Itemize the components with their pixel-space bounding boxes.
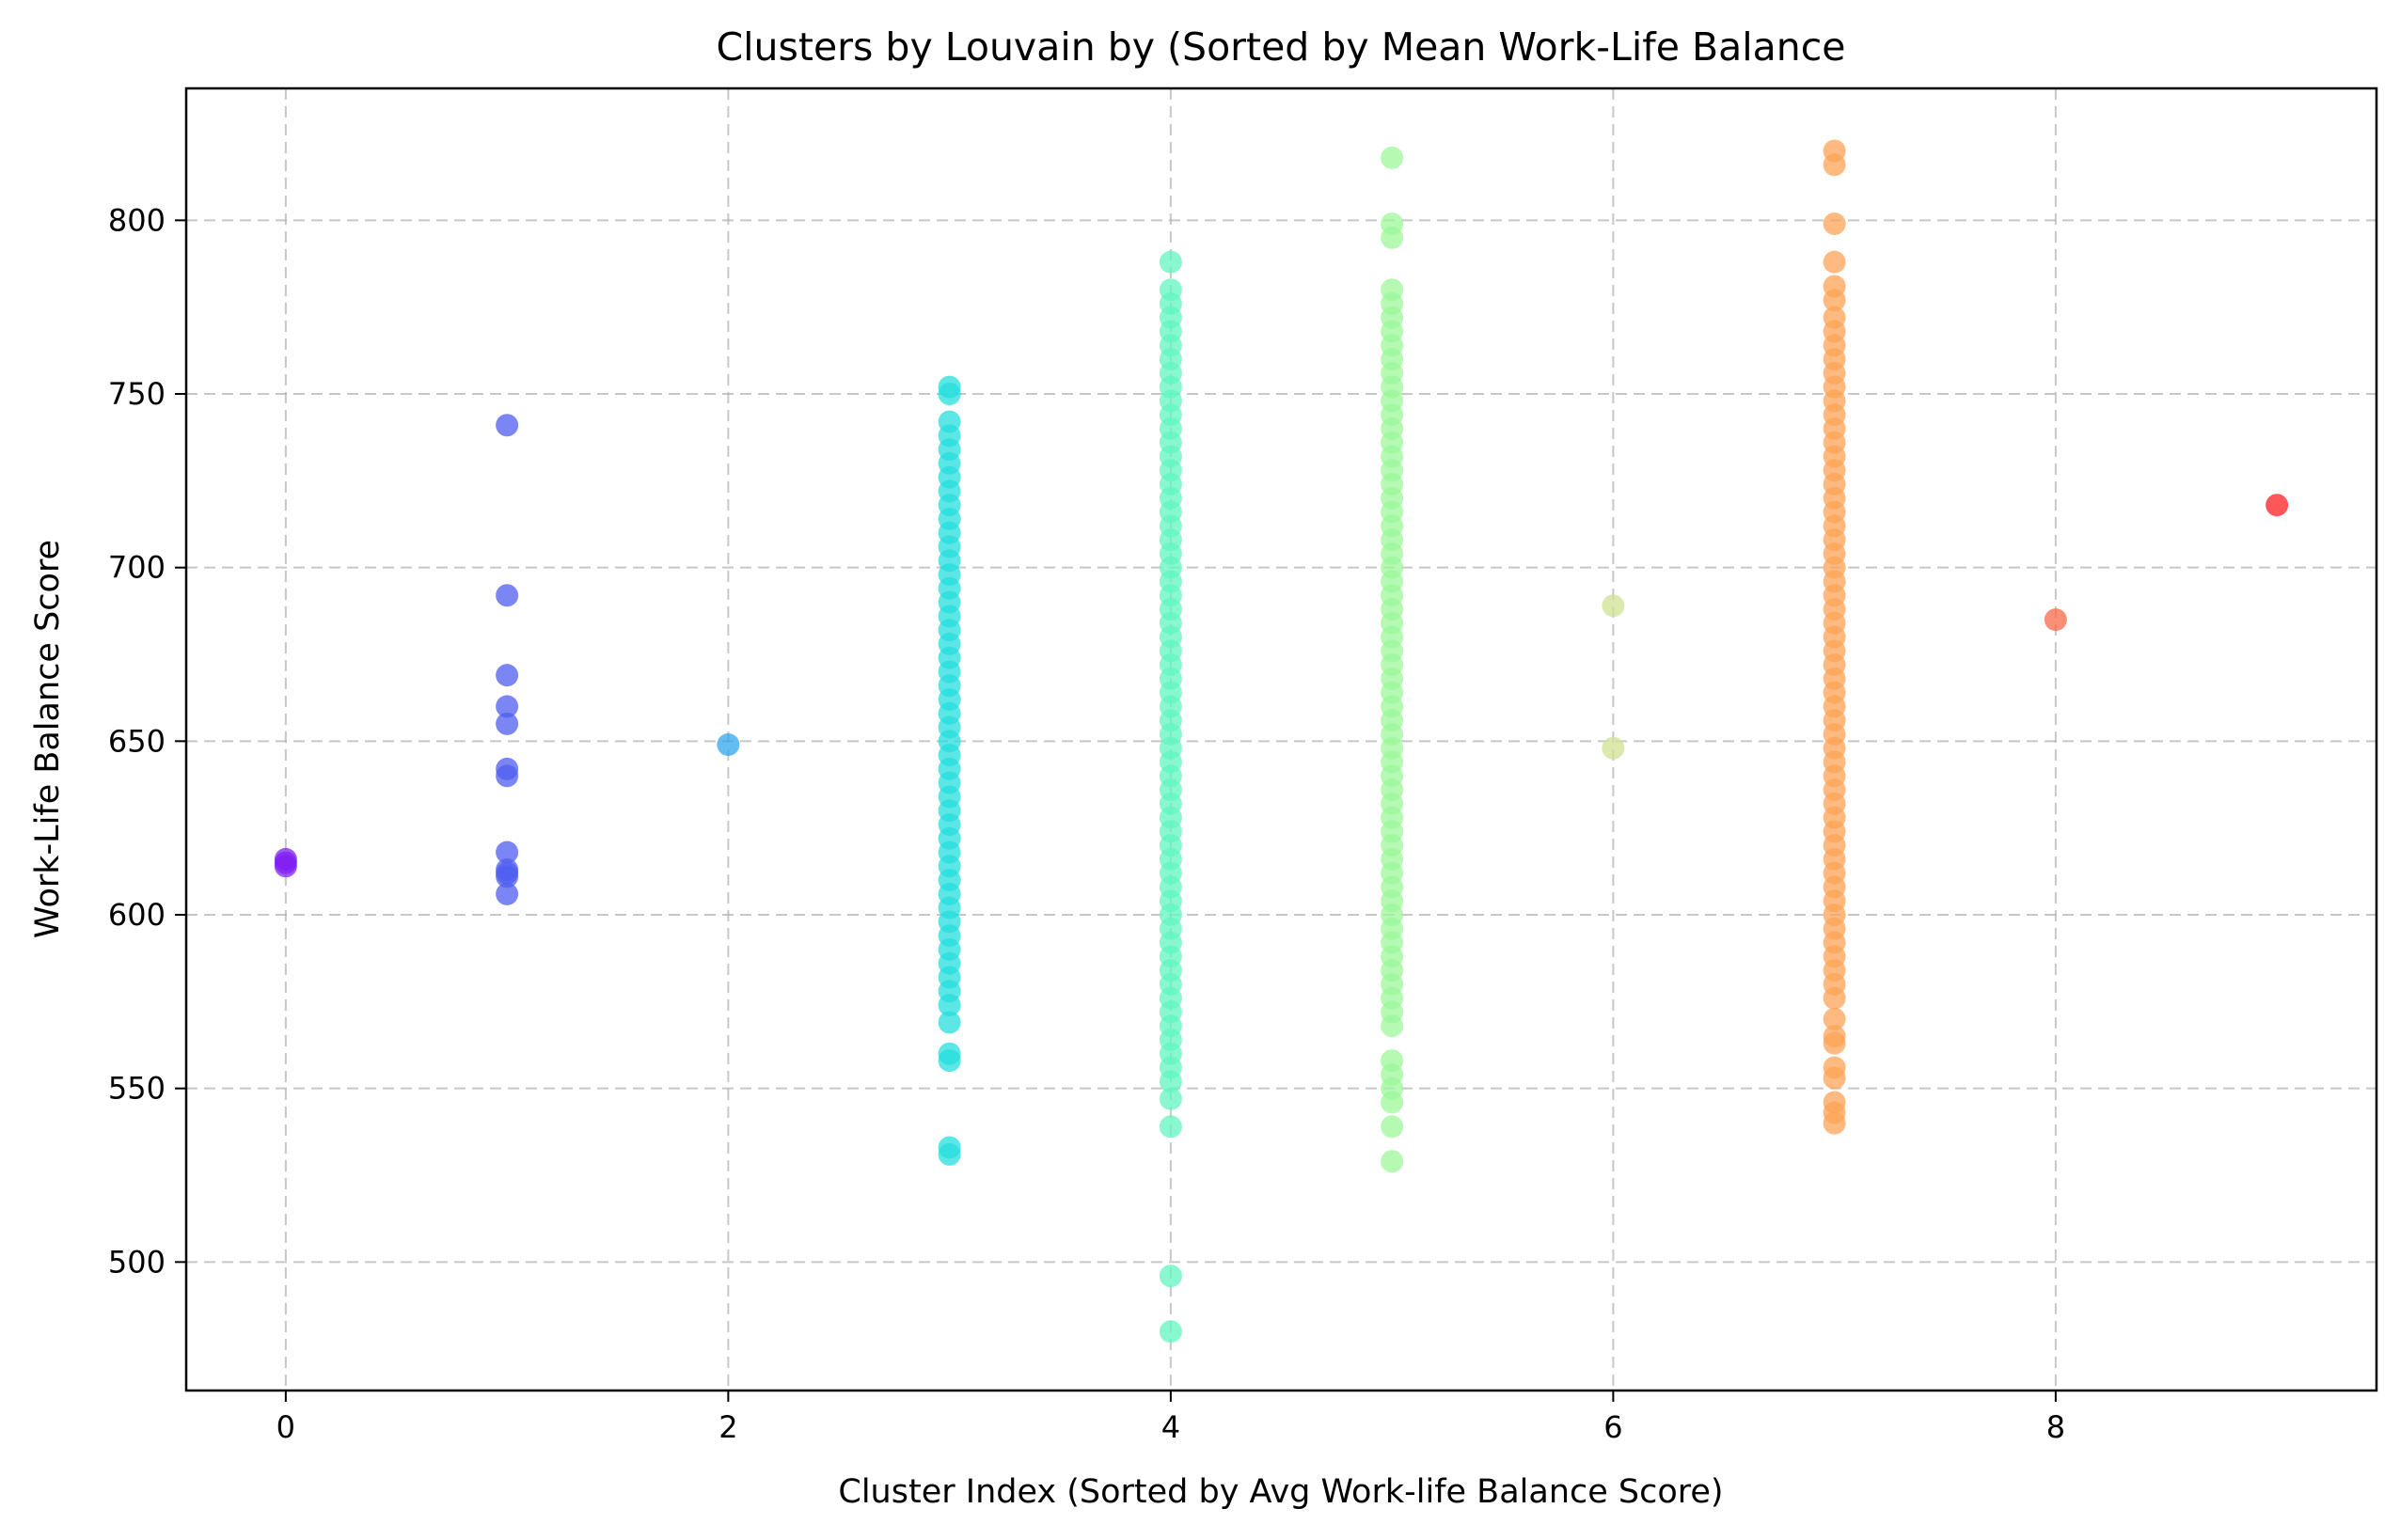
data-point <box>938 1142 961 1166</box>
data-point <box>496 882 519 905</box>
data-point <box>1381 1115 1404 1139</box>
x-tick-label: 6 <box>1603 1409 1622 1445</box>
data-point <box>1823 212 1846 236</box>
x-tick-label: 2 <box>718 1409 737 1445</box>
data-point <box>1381 146 1404 169</box>
data-point <box>1381 1150 1404 1173</box>
data-point <box>496 841 519 864</box>
data-point <box>1602 736 1625 760</box>
data-point <box>274 847 297 871</box>
y-axis: 500 550 600 650 700 750 800 <box>108 202 186 1280</box>
data-point <box>938 1011 961 1034</box>
data-point <box>717 733 740 757</box>
data-point <box>1381 1091 1404 1114</box>
data-point <box>1823 153 1846 177</box>
x-axis: 0 2 4 6 8 <box>276 1391 2065 1445</box>
data-point <box>1823 250 1846 274</box>
data-point <box>938 1049 961 1073</box>
data-point <box>1823 986 1846 1010</box>
x-tick-label: 0 <box>276 1409 295 1445</box>
data-point <box>496 584 519 607</box>
cluster-1-points <box>496 414 519 905</box>
data-point <box>496 664 519 687</box>
data-point <box>1159 1265 1182 1288</box>
data-point <box>938 994 961 1017</box>
y-tick-label: 750 <box>108 376 166 412</box>
data-point <box>1159 1070 1182 1093</box>
cluster-3-points <box>938 375 961 1166</box>
grid-lines <box>186 88 2376 1391</box>
data-point <box>496 712 519 735</box>
data-point <box>1823 1031 1846 1055</box>
data-point <box>1823 289 1846 312</box>
cluster-7-points <box>1823 139 1846 1135</box>
y-tick-label: 800 <box>108 202 166 238</box>
y-tick-label: 700 <box>108 550 166 586</box>
data-point <box>1159 1087 1182 1110</box>
cluster-9-points <box>2266 494 2289 517</box>
y-tick-label: 650 <box>108 723 166 759</box>
cluster-6-points <box>1602 594 1625 760</box>
data-point <box>1602 594 1625 618</box>
data-point <box>1823 1066 1846 1090</box>
y-tick-label: 550 <box>108 1071 166 1107</box>
cluster-4-points <box>1159 250 1182 1344</box>
data-point <box>938 383 961 406</box>
chart-title: Clusters by Louvain by (Sorted by Mean W… <box>717 24 1846 70</box>
data-point <box>1823 1007 1846 1030</box>
data-point <box>1159 1320 1182 1344</box>
data-point <box>1381 226 1404 249</box>
y-axis-label: Work-Life Balance Score <box>29 540 67 938</box>
plot-frame <box>184 86 2378 1392</box>
data-point <box>1381 1014 1404 1038</box>
data-point <box>496 695 519 718</box>
data-point <box>2044 608 2067 632</box>
data-point <box>1823 1111 1846 1135</box>
cluster-0-points <box>274 847 297 878</box>
y-tick-label: 600 <box>108 897 166 933</box>
x-tick-label: 4 <box>1161 1409 1180 1445</box>
data-point <box>496 764 519 788</box>
cluster-8-points <box>2044 608 2067 632</box>
data-point <box>2266 494 2289 517</box>
data-points <box>274 139 2289 1344</box>
cluster-5-points <box>1381 146 1404 1173</box>
data-point <box>496 865 519 888</box>
x-tick-label: 8 <box>2046 1409 2065 1445</box>
data-point <box>1159 250 1182 274</box>
data-point <box>1159 1115 1182 1139</box>
y-tick-label: 500 <box>108 1244 166 1280</box>
x-axis-label: Cluster Index (Sorted by Avg Work-life B… <box>838 1473 1723 1511</box>
data-point <box>496 414 519 437</box>
cluster-2-points <box>717 733 740 757</box>
